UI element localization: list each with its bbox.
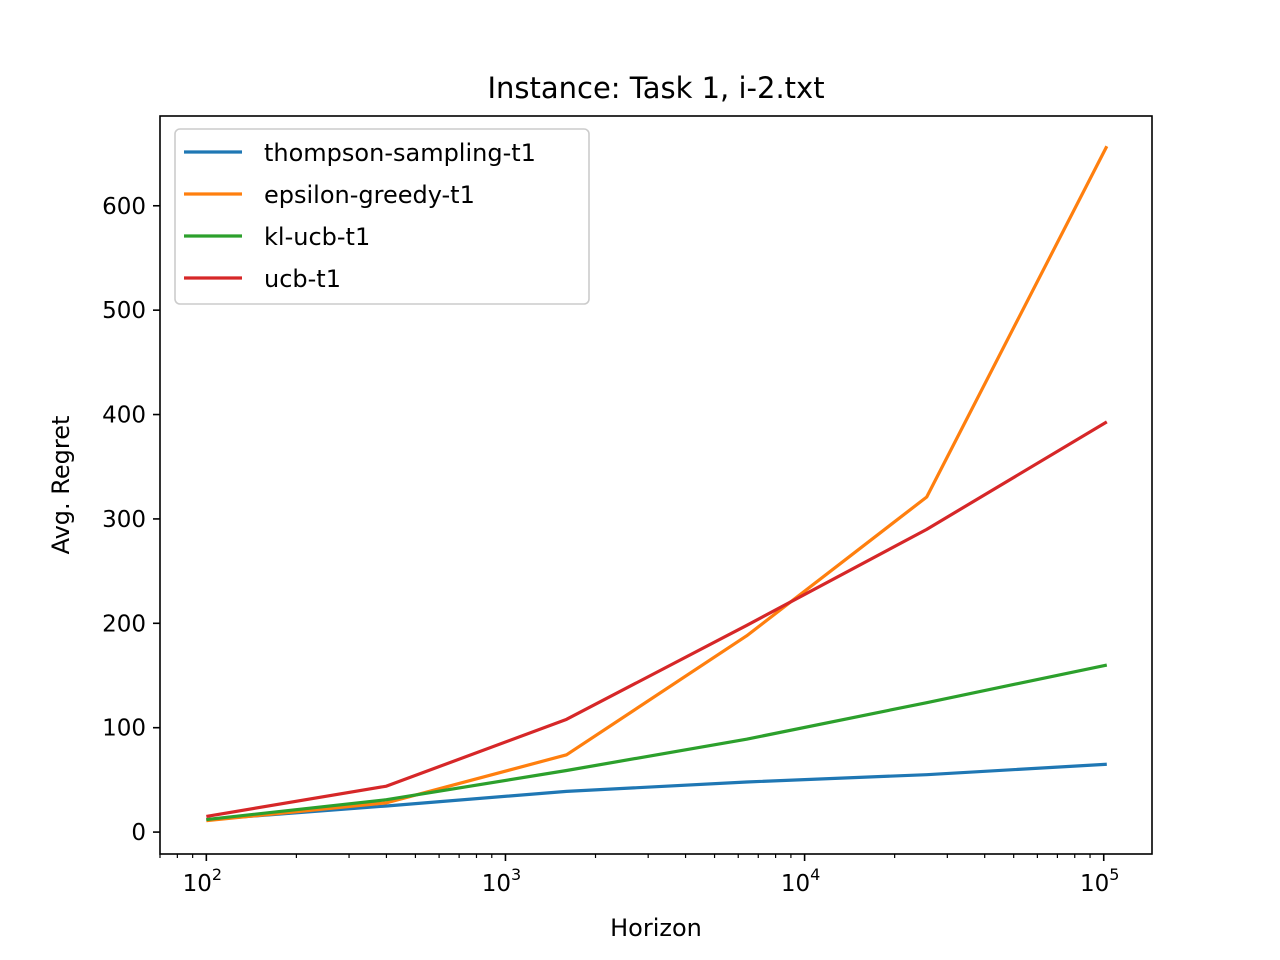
y-tick-label: 300: [102, 507, 146, 533]
y-tick-label: 200: [102, 611, 146, 637]
chart-title: Instance: Task 1, i-2.txt: [487, 71, 824, 105]
y-tick-label: 500: [102, 298, 146, 324]
x-tick-label: 103: [482, 865, 521, 897]
y-tick-label: 600: [102, 194, 146, 220]
x-tick-exponent: 4: [810, 865, 820, 884]
x-tick-base: 10: [482, 871, 511, 897]
legend-label: epsilon-greedy-t1: [264, 181, 475, 209]
y-tick-label: 100: [102, 716, 146, 742]
x-axis: 102 103 104 105: [159, 854, 1119, 897]
x-tick-base: 10: [1080, 871, 1109, 897]
y-tick-label: 400: [102, 403, 146, 429]
x-tick-label: 102: [183, 865, 222, 897]
x-tick-label: 104: [781, 865, 820, 897]
y-axis: 0 100 200 300 400 500 600: [102, 194, 160, 846]
series-layer: [206, 145, 1109, 823]
series-line-kl-ucb-t1: [206, 663, 1108, 822]
series-line-thompson-sampling-t1: [206, 762, 1107, 822]
x-tick-exponent: 5: [1109, 865, 1119, 884]
x-tick-exponent: 2: [212, 865, 222, 884]
legend-label: kl-ucb-t1: [264, 223, 370, 251]
legend-box: [174, 128, 590, 305]
series-line-epsilon-greedy-t1: [206, 145, 1109, 823]
y-axis-label: Avg. Regret: [47, 416, 75, 555]
x-tick-base: 10: [781, 871, 810, 897]
series-line-ucb-t1: [206, 420, 1108, 818]
legend-label: ucb-t1: [264, 265, 341, 293]
x-tick-base: 10: [183, 871, 212, 897]
x-tick-exponent: 3: [511, 865, 521, 884]
y-tick-label: 0: [131, 820, 146, 846]
legend: thompson-sampling-t1 epsilon-greedy-t1 kl-…: [174, 128, 590, 305]
plot-frame: [159, 115, 1153, 855]
x-axis-label: Horizon: [610, 914, 702, 942]
x-tick-label: 105: [1080, 865, 1119, 897]
legend-label: thompson-sampling-t1: [264, 139, 536, 167]
